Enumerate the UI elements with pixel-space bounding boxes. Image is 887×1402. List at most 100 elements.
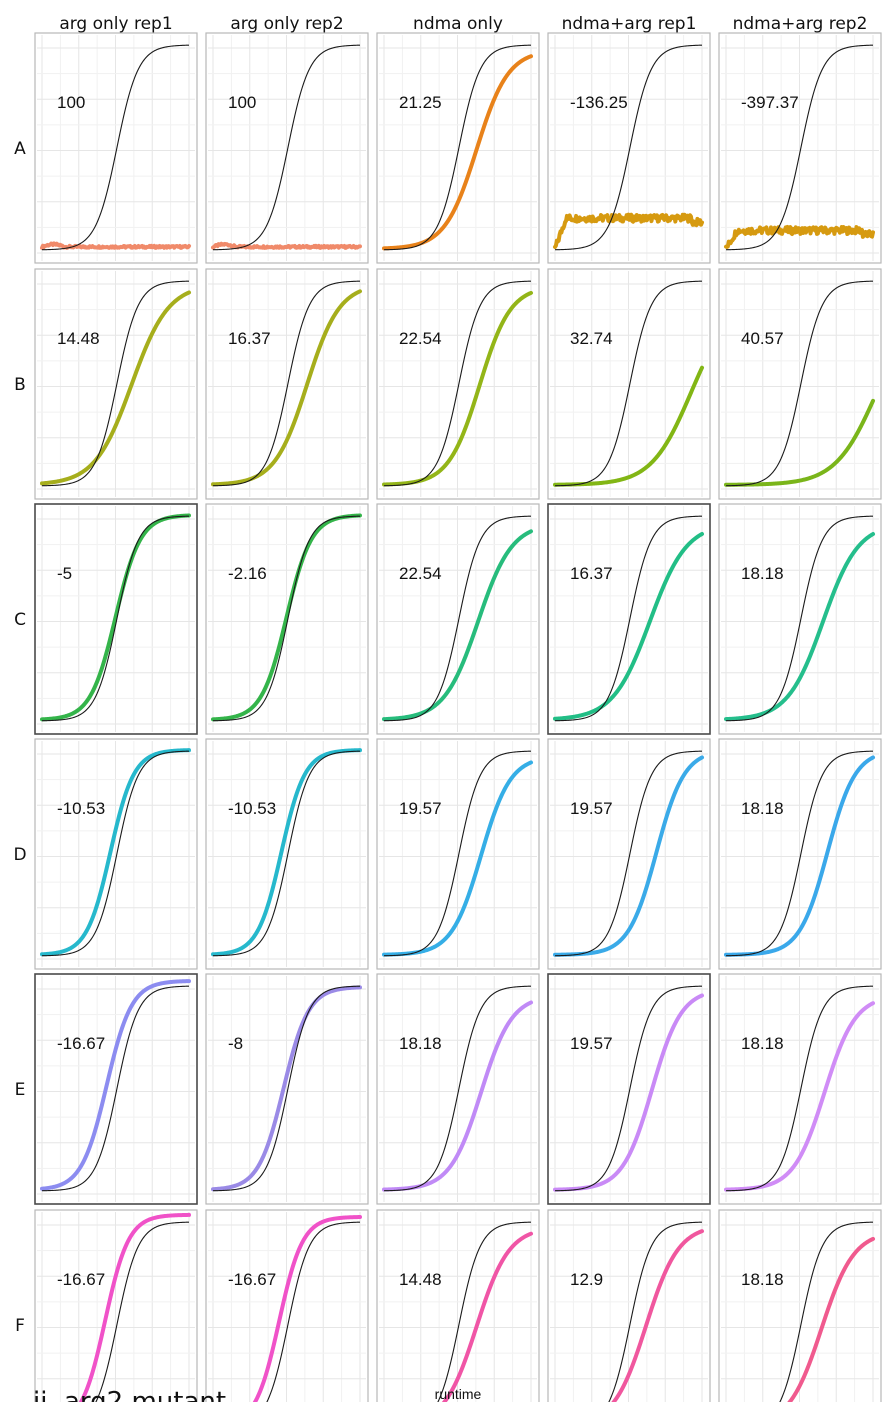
series-curve [211, 241, 362, 250]
facet-panel: 19.57 [547, 738, 711, 970]
panel-value-label: 19.57 [570, 799, 613, 818]
column-label: ndma only [413, 14, 503, 34]
row-label: F [15, 1316, 25, 1336]
reference-curve [383, 750, 532, 957]
series-curve [382, 1000, 533, 1192]
column-label: arg only rep1 [59, 14, 172, 34]
panel-value-label: 100 [57, 93, 85, 112]
panel-value-label: -8 [228, 1034, 243, 1053]
panel-value-label: -16.67 [57, 1034, 105, 1053]
series-curve [382, 760, 533, 957]
series-curve [40, 241, 191, 250]
series-curve [211, 748, 362, 957]
panel-value-label: 22.54 [399, 329, 442, 348]
reference-curve [95, 1221, 190, 1402]
panel-value-label: -16.67 [228, 1270, 276, 1289]
series-curve [553, 531, 704, 721]
series-curve [787, 1236, 875, 1402]
facet-panel: -16.67 [205, 1209, 369, 1402]
facet-panel: 18.18 [718, 973, 882, 1205]
series-curve [724, 532, 875, 722]
series-curve [211, 513, 362, 722]
facet-panel: 21.25 [376, 32, 540, 264]
reference-curve [41, 985, 190, 1192]
facet-panel: 18.18 [718, 503, 882, 735]
panel-value-label: 16.37 [228, 329, 271, 348]
panel-value-label: -5 [57, 564, 72, 583]
panel-value-label: 12.9 [570, 1270, 603, 1289]
series-curve [211, 985, 362, 1192]
panel-value-label: 18.18 [741, 799, 784, 818]
panel-value-label: -16.67 [57, 1270, 105, 1289]
panel-value-label: -10.53 [228, 799, 276, 818]
series-curve [40, 290, 191, 486]
row-label: A [14, 139, 26, 159]
series-curve [252, 1215, 362, 1402]
reference-curve [266, 1221, 361, 1402]
reference-curve [212, 750, 361, 957]
panel-value-label: 18.18 [741, 1034, 784, 1053]
facet-panel: 19.57 [547, 973, 711, 1205]
reference-curve [437, 1221, 532, 1402]
facet-panel: -2.16 [205, 503, 369, 735]
panel-value-label: 18.18 [399, 1034, 442, 1053]
row-label: E [15, 1080, 26, 1100]
row-label: B [14, 375, 26, 395]
panel-value-label: -2.16 [228, 564, 267, 583]
row-label: C [14, 610, 26, 630]
facet-panel: 22.54 [376, 268, 540, 500]
facet-panel: 22.54 [376, 503, 540, 735]
facet-panel: 18.18 [376, 973, 540, 1205]
reference-curve [212, 515, 361, 722]
facet-panel: 100 [205, 32, 369, 264]
column-label: ndma+arg rep2 [733, 14, 868, 34]
series-curve [40, 513, 191, 722]
facet-panel: -136.25 [547, 32, 711, 264]
panel-value-label: -397.37 [741, 93, 799, 112]
panel-value-label: 19.57 [570, 1034, 613, 1053]
reference-curve [212, 280, 361, 487]
panel-value-label: 100 [228, 93, 256, 112]
panel-value-label: -10.53 [57, 799, 105, 818]
reference-curve [779, 1221, 874, 1402]
facet-panel: 100 [34, 32, 198, 264]
reference-curve [554, 985, 703, 1192]
series-curve [724, 1001, 875, 1192]
panel-value-label: 16.37 [570, 564, 613, 583]
series-curve [553, 212, 704, 249]
reference-curve [41, 280, 190, 487]
reference-curve [725, 44, 874, 251]
reference-curve [212, 985, 361, 1192]
panel-value-label: 14.48 [399, 1270, 442, 1289]
series-curve [211, 289, 362, 487]
facet-panel: 19.57 [376, 738, 540, 970]
panel-value-label: 21.25 [399, 93, 442, 112]
facet-panel: -16.67 [34, 973, 198, 1205]
row-label: D [13, 845, 26, 865]
reference-curve [41, 44, 190, 251]
facet-panel: -8 [205, 973, 369, 1205]
series-curve [382, 529, 533, 722]
series-curve [441, 1231, 533, 1402]
facet-panel: -5 [34, 503, 198, 735]
facet-panel: 14.48 [34, 268, 198, 500]
facet-panel: 12.9 [547, 1209, 711, 1402]
reference-curve [554, 515, 703, 722]
panel-value-label: 18.18 [741, 1270, 784, 1289]
facet-panel: 14.48 [376, 1209, 540, 1402]
facet-panel: 40.57 [718, 268, 882, 500]
reference-curve [608, 1221, 703, 1402]
reference-curve [725, 985, 874, 1192]
facet-panel: 16.37 [205, 268, 369, 500]
reference-curve [383, 515, 532, 722]
reference-curve [554, 44, 703, 251]
figure-caption: ii. arg2 mutant [33, 1387, 226, 1402]
x-axis-title: runtime [435, 1386, 482, 1402]
series-curve [40, 979, 191, 1191]
facet-panel: 18.18 [718, 1209, 882, 1402]
series-curve [40, 748, 191, 957]
reference-curve [725, 750, 874, 957]
reference-curve [554, 280, 703, 487]
panel-value-label: 14.48 [57, 329, 100, 348]
